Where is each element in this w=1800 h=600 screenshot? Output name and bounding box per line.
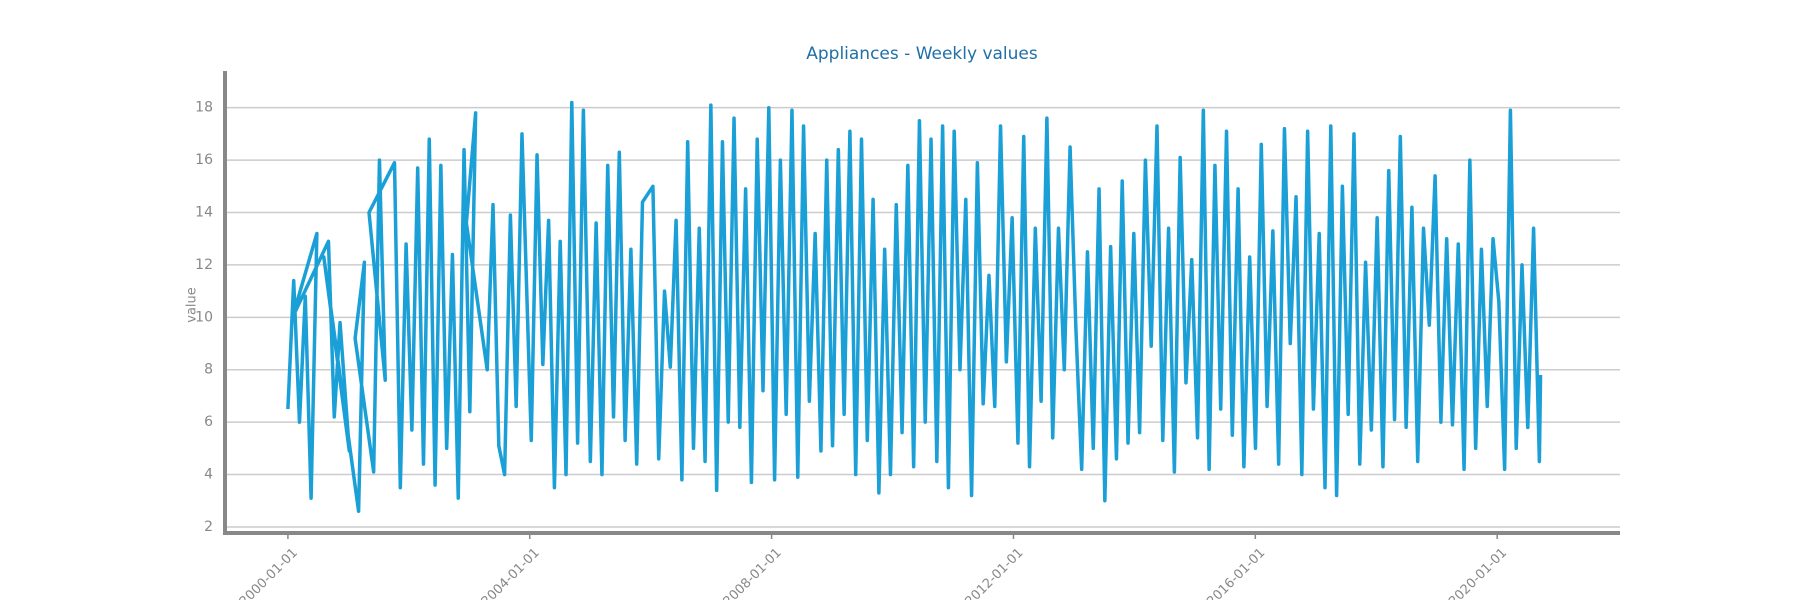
y-tick-label: 6	[204, 414, 213, 430]
x-tick-label: 2004-01-01	[479, 545, 543, 600]
y-tick-label: 18	[195, 100, 213, 116]
x-tick-label: 2016-01-01	[1204, 545, 1268, 600]
y-tick-label: 14	[195, 205, 213, 221]
y-tick-label: 2	[204, 519, 213, 535]
x-tick-label: 2000-01-01	[237, 545, 301, 600]
x-tick-label: 2020-01-01	[1446, 545, 1510, 600]
y-axis-label: value	[185, 287, 200, 323]
x-tick-label: 2008-01-01	[721, 545, 785, 600]
y-tick-label: 4	[204, 467, 213, 483]
chart-title: Appliances - Weekly values	[806, 44, 1038, 64]
y-tick-label: 16	[195, 152, 213, 168]
y-tick-label: 10	[195, 309, 213, 325]
data-line	[286, 100, 1543, 513]
y-tick-label: 12	[195, 257, 213, 273]
y-tick-label: 8	[204, 362, 213, 378]
x-tick-label: 2012-01-01	[962, 545, 1026, 600]
